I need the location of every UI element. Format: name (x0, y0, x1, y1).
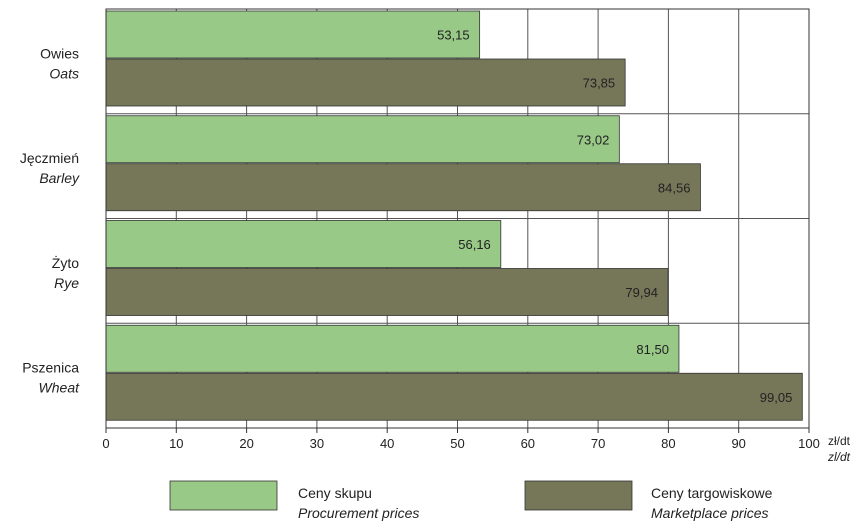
bar-marketplace (105, 58, 626, 107)
unit-label-en: zl/dt (827, 450, 851, 464)
bar-marketplace (105, 163, 701, 212)
x-tick-label: 80 (661, 436, 675, 451)
bar-procurement (105, 115, 620, 164)
x-tick-label: 100 (798, 436, 820, 451)
legend: Ceny skupu Procurement prices Ceny targowi… (169, 480, 773, 521)
category-label-en: Oats (49, 65, 79, 81)
data-label: 73,02 (577, 132, 610, 147)
legend-swatch (169, 480, 278, 511)
category-label-en: Wheat (39, 380, 81, 396)
category-label: Owies (40, 45, 79, 61)
legend-swatch (524, 480, 633, 511)
x-tick-label: 30 (310, 436, 324, 451)
category-label: Jęczmień (20, 150, 79, 166)
x-tick-label: 90 (731, 436, 745, 451)
legend-label: Ceny skupu (298, 485, 372, 501)
category-label-en: Barley (39, 170, 80, 186)
legend-label: Ceny targowiskowe (651, 485, 773, 501)
legend-label-en: Marketplace prices (651, 505, 769, 521)
data-label: 79,94 (625, 285, 658, 300)
legend-label-en: Procurement prices (298, 505, 419, 521)
x-tick-label: 70 (591, 436, 605, 451)
category-label: Żyto (52, 254, 79, 271)
category-label: Pszenica (22, 360, 79, 376)
data-label: 81,50 (636, 342, 669, 357)
x-tick-label: 50 (450, 436, 464, 451)
x-tick-label: 40 (380, 436, 394, 451)
x-tick-label: 0 (102, 436, 109, 451)
bar-procurement (105, 220, 502, 268)
x-tick-label: 60 (521, 436, 535, 451)
category-labels: Owies Oats Jęczmień Barley Żyto Rye Pszenica Wh… (20, 45, 80, 395)
bar-layer: 53,15 73,85 73,02 84,56 56,16 79,94 81,50 99,05 (105, 10, 803, 421)
bar-marketplace (105, 372, 803, 421)
category-label-en: Rye (54, 275, 79, 291)
data-label: 53,15 (437, 28, 470, 43)
data-label: 84,56 (658, 180, 691, 195)
data-label: 73,85 (583, 76, 616, 91)
unit-label: zł/dt (828, 434, 851, 448)
bar-procurement (105, 324, 680, 373)
x-axis: 0 10 20 30 40 50 60 70 80 90 100 zł/dt zl/dt (102, 428, 851, 464)
x-tick-label: 10 (169, 436, 183, 451)
bar-procurement (105, 10, 481, 59)
bar-marketplace (105, 268, 669, 316)
x-tick-label: 20 (239, 436, 253, 451)
data-label: 99,05 (760, 390, 793, 405)
data-label: 56,16 (458, 237, 491, 252)
